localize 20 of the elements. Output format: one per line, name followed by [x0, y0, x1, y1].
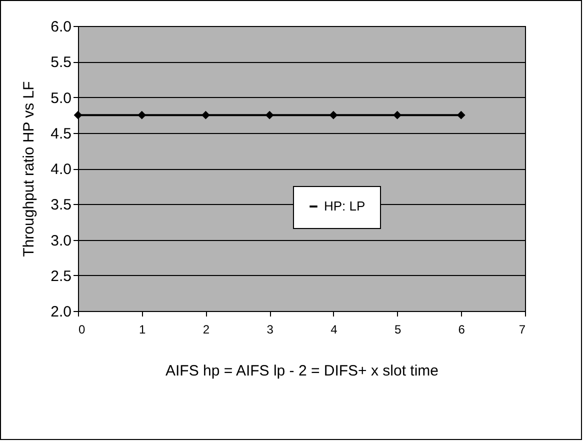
- x-tick-label: 0: [78, 322, 86, 336]
- x-tick-label: 2: [202, 322, 210, 336]
- x-tick-label: 6: [458, 322, 466, 336]
- y-tick-label: 4.0: [50, 161, 72, 178]
- y-tick-label: 2.5: [50, 268, 72, 285]
- x-tick-label: 1: [139, 322, 146, 336]
- x-tick-label: 3: [266, 322, 274, 336]
- y-axis-title: Throughput ratio HP vs LF: [20, 81, 38, 257]
- x-tick-label: 7: [518, 322, 526, 336]
- legend-label: HP: LP: [324, 198, 366, 214]
- x-tick-label: 5: [394, 322, 402, 336]
- y-tick-label: 3.5: [50, 196, 72, 214]
- y-tick-label: 5.0: [50, 90, 72, 107]
- y-tick-label: 4.5: [50, 125, 72, 142]
- x-axis-title: AIFS hp = AIFS lp - 2 = DIFS+ x slot time: [165, 362, 439, 380]
- y-tick-label: 2.0: [50, 304, 72, 320]
- y-tick-label: 3.0: [50, 232, 72, 250]
- x-tick-label: 4: [330, 322, 338, 336]
- y-tick-label: 6.0: [50, 18, 72, 36]
- y-tick-label: 5.5: [50, 54, 72, 72]
